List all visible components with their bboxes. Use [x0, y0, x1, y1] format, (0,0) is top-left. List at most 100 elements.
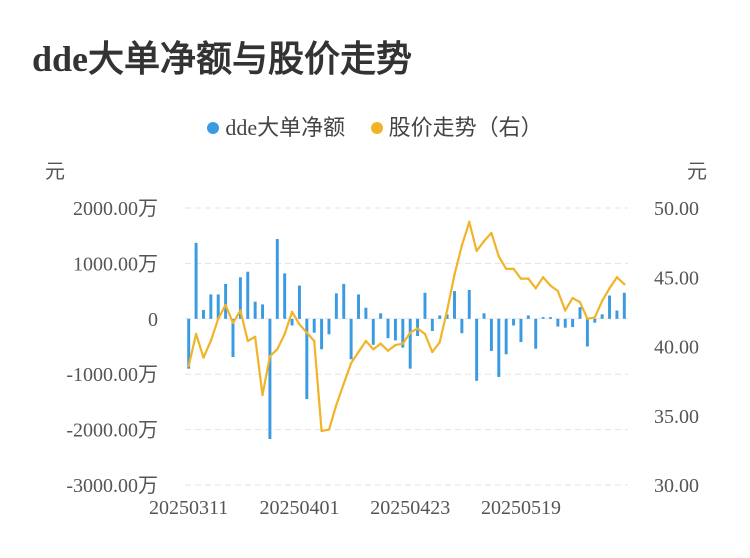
price-point[interactable] — [253, 335, 257, 339]
price-point[interactable] — [313, 339, 316, 343]
price-point[interactable] — [379, 342, 382, 345]
price-point[interactable] — [305, 331, 309, 334]
dde-bar[interactable] — [364, 307, 368, 319]
price-point[interactable] — [445, 309, 449, 312]
price-point[interactable] — [298, 323, 301, 326]
dde-bar[interactable] — [593, 318, 597, 323]
price-point[interactable] — [416, 327, 419, 330]
dde-bar[interactable] — [297, 285, 301, 319]
price-point[interactable] — [438, 341, 441, 344]
price-point[interactable] — [364, 339, 368, 343]
price-point[interactable] — [460, 244, 464, 247]
price-point[interactable] — [497, 255, 500, 258]
dde-bar[interactable] — [600, 314, 604, 319]
price-point[interactable] — [423, 332, 427, 336]
price-point[interactable] — [564, 309, 567, 312]
dde-bar[interactable] — [548, 317, 552, 319]
price-point[interactable] — [571, 296, 574, 300]
price-point[interactable] — [586, 317, 589, 320]
price-point[interactable] — [534, 287, 537, 290]
dde-bar[interactable] — [238, 277, 242, 319]
price-point[interactable] — [202, 356, 205, 359]
price-point[interactable] — [335, 403, 338, 406]
price-point[interactable] — [239, 309, 242, 312]
price-point[interactable] — [623, 282, 626, 286]
dde-bar[interactable] — [615, 310, 619, 319]
price-point[interactable] — [401, 342, 405, 345]
price-point[interactable] — [342, 382, 345, 386]
dde-bar[interactable] — [519, 318, 523, 343]
price-point[interactable] — [408, 331, 412, 334]
price-point[interactable] — [490, 231, 493, 235]
dde-bar[interactable] — [556, 318, 560, 327]
price-point[interactable] — [608, 287, 611, 290]
dde-bar[interactable] — [571, 318, 575, 328]
price-point[interactable] — [431, 350, 434, 354]
price-point[interactable] — [549, 284, 552, 287]
dde-bar[interactable] — [349, 318, 353, 360]
price-point[interactable] — [556, 289, 560, 293]
price-point[interactable] — [386, 349, 390, 352]
price-point[interactable] — [512, 267, 515, 271]
dde-bar[interactable] — [489, 318, 493, 351]
price-point[interactable] — [209, 339, 213, 343]
price-point[interactable] — [268, 354, 272, 358]
price-point[interactable] — [615, 276, 619, 279]
dde-bar[interactable] — [578, 307, 582, 319]
dde-bar[interactable] — [445, 314, 449, 319]
dde-bar[interactable] — [453, 291, 456, 319]
dde-bar[interactable] — [608, 295, 612, 319]
dde-bar[interactable] — [467, 289, 471, 319]
dde-bar[interactable] — [497, 318, 501, 377]
dde-bar[interactable] — [187, 318, 191, 369]
dde-bar[interactable] — [320, 318, 324, 350]
dde-bar[interactable] — [526, 315, 530, 319]
dde-bar[interactable] — [475, 318, 479, 381]
dde-bar[interactable] — [401, 318, 405, 348]
legend-item-dde[interactable]: dde大单净额 — [207, 110, 345, 142]
dde-bar[interactable] — [563, 318, 567, 328]
dde-bar[interactable] — [460, 318, 464, 334]
price-point[interactable] — [541, 276, 545, 279]
price-point[interactable] — [187, 364, 190, 368]
price-point[interactable] — [453, 273, 456, 276]
dde-bar[interactable] — [194, 242, 198, 319]
price-point[interactable] — [519, 277, 523, 280]
dde-bar[interactable] — [438, 315, 442, 319]
dde-bar[interactable] — [261, 304, 265, 319]
price-point[interactable] — [246, 339, 249, 343]
dde-bar[interactable] — [386, 318, 390, 339]
price-point[interactable] — [475, 249, 478, 253]
price-line[interactable] — [187, 220, 626, 433]
price-point[interactable] — [320, 429, 323, 433]
dde-bar[interactable] — [512, 318, 516, 326]
price-point[interactable] — [261, 393, 264, 397]
dde-bar[interactable] — [305, 318, 309, 400]
dde-bar[interactable] — [504, 318, 508, 355]
price-point[interactable] — [468, 220, 471, 224]
legend-item-price[interactable]: 股价走势（右） — [370, 110, 543, 142]
price-point[interactable] — [600, 299, 604, 302]
dde-bar[interactable] — [275, 239, 279, 319]
dde-bar[interactable] — [246, 271, 250, 319]
price-point[interactable] — [372, 348, 375, 351]
price-point[interactable] — [504, 267, 508, 271]
dde-bar[interactable] — [312, 318, 316, 333]
price-point[interactable] — [578, 300, 582, 304]
dde-bar[interactable] — [371, 318, 375, 345]
dde-bar[interactable] — [393, 318, 397, 341]
dde-bar[interactable] — [541, 317, 545, 319]
price-point[interactable] — [231, 321, 235, 325]
price-point[interactable] — [394, 343, 397, 347]
dde-bar[interactable] — [622, 292, 626, 319]
dde-bar[interactable] — [534, 318, 538, 349]
dde-bar[interactable] — [379, 313, 383, 319]
price-point[interactable] — [527, 277, 530, 280]
dde-bar[interactable] — [334, 293, 338, 319]
price-point[interactable] — [283, 332, 286, 336]
price-point[interactable] — [276, 348, 279, 351]
dde-bar[interactable] — [327, 318, 331, 335]
dde-bar[interactable] — [231, 318, 235, 358]
dde-bar[interactable] — [342, 283, 346, 319]
dde-bar[interactable] — [268, 318, 272, 440]
